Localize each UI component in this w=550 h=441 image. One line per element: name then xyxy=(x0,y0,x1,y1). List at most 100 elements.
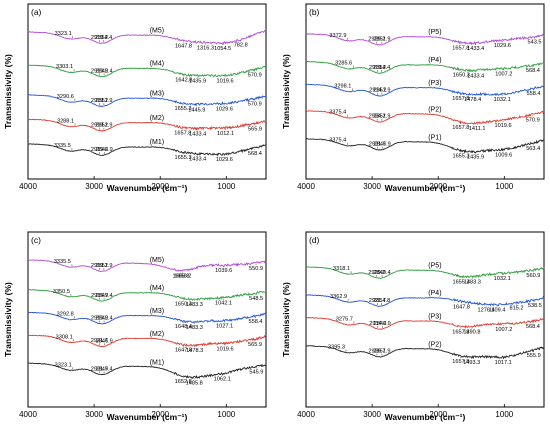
x-axis-title: Wavenumber (cm⁻¹) xyxy=(107,412,188,422)
peak-label: 2846.9 xyxy=(96,147,113,153)
peak-label: 1007.2 xyxy=(495,327,512,333)
peak-label: 1029.6 xyxy=(216,106,233,112)
peak-label: 558.4 xyxy=(527,91,541,97)
x-axis-title: Wavenumber (cm⁻¹) xyxy=(107,183,188,193)
peak-label: 3375.4 xyxy=(329,138,346,144)
panel-letter: (c) xyxy=(31,235,41,245)
peak-label: 3335.5 xyxy=(54,143,71,149)
peak-label: 1433.4 xyxy=(189,157,206,163)
peak-label: 3395.3 xyxy=(328,345,345,351)
peak-label: 2846.9 xyxy=(96,338,113,344)
series-name-label: (M5) xyxy=(150,27,164,34)
peak-label: 1007.2 xyxy=(495,71,512,77)
plot-frame xyxy=(305,231,545,408)
series-line xyxy=(305,110,545,126)
peak-label: 550.9 xyxy=(249,266,263,272)
series-name-label: (P3) xyxy=(428,313,441,320)
peak-label: 3372.9 xyxy=(329,33,346,39)
peak-label: 1483.3 xyxy=(464,280,481,286)
peak-label: 2919.2 xyxy=(91,316,108,322)
peak-label: 1642.8 xyxy=(175,77,192,83)
peak-label: 568.4 xyxy=(526,324,540,330)
series-line xyxy=(305,345,545,360)
series-line xyxy=(305,33,545,46)
y-axis-title: Transmissivity (%) xyxy=(281,54,291,129)
series-name-label: (M1) xyxy=(150,139,164,146)
peak-label: 2921.7 xyxy=(91,338,108,344)
peak-label: 3308.1 xyxy=(56,334,73,340)
series-name-label: (P1) xyxy=(428,135,441,142)
peak-label: 3288.1 xyxy=(57,118,74,124)
peak-label: 1652.8 xyxy=(175,379,192,385)
peak-label: 1685.8 xyxy=(172,273,189,279)
peak-label: 538.5 xyxy=(528,303,542,309)
peak-label: 1493.3 xyxy=(463,360,480,366)
series-name-label: (M2) xyxy=(150,331,164,338)
plot-frame xyxy=(27,3,267,180)
x-axis-title: Wavenumber (cm⁻¹) xyxy=(385,183,466,193)
x-tick-label: 2000 xyxy=(151,182,169,191)
series-line xyxy=(27,143,267,157)
series-name-label: (M3) xyxy=(150,308,164,315)
peak-label: 2851.9 xyxy=(95,98,112,104)
peak-label: 1433.4 xyxy=(467,46,484,52)
x-tick-label: 2000 xyxy=(429,410,447,419)
ftir-panel-3: (d) 4000 3000 2000 1000 Wavenumber (cm⁻¹) Tran… xyxy=(281,231,545,422)
peak-label: 2851.9 xyxy=(373,37,390,43)
peak-label: 3285.6 xyxy=(335,61,352,67)
peak-label: 2924.2 xyxy=(369,114,386,120)
peak-label: 1433.4 xyxy=(189,131,206,137)
peak-label: 2849.4 xyxy=(96,366,113,372)
peak-label: 1648.4 xyxy=(175,324,192,330)
peak-label: 2919.2 xyxy=(91,123,108,129)
peak-label: 2854.4 xyxy=(95,35,112,41)
peak-label: 548.5 xyxy=(249,296,263,302)
series-name-label: (M3) xyxy=(150,90,164,97)
peak-label: 1019.6 xyxy=(216,346,233,352)
x-tick-label: 3000 xyxy=(363,410,381,419)
series-line xyxy=(305,266,545,279)
peak-label: 1658.2 xyxy=(174,273,191,279)
peak-label: 2846.9 xyxy=(374,321,391,327)
peak-label: 568.4 xyxy=(248,151,262,157)
peak-label: 2916.7 xyxy=(91,293,108,299)
peak-label: 1276.4 xyxy=(478,308,495,314)
peak-label: 1657.8 xyxy=(452,96,469,102)
peak-label: 1647.8 xyxy=(175,348,192,354)
peak-label: 3350.5 xyxy=(53,289,70,295)
peak-label: 3298.1 xyxy=(334,83,351,89)
peak-label: 2854.4 xyxy=(373,65,390,71)
peak-label: 2846.9 xyxy=(374,142,391,148)
peak-label: 1012.1 xyxy=(217,131,234,137)
peak-label: 1316.3 xyxy=(197,46,214,52)
peak-label: 1062.1 xyxy=(214,377,231,383)
peak-label: 1039.6 xyxy=(215,268,232,274)
peak-label: 2851.9 xyxy=(95,123,112,129)
peak-label: 2851.9 xyxy=(373,114,390,120)
peak-label: 1027.1 xyxy=(216,323,233,329)
peak-label: 2921.7 xyxy=(369,298,386,304)
peak-label: 1483.3 xyxy=(186,325,203,331)
peak-label: 815.2 xyxy=(510,306,524,312)
peak-label: 558.4 xyxy=(249,319,263,325)
x-tick-label: 1000 xyxy=(217,410,235,419)
series-line xyxy=(27,289,267,302)
peak-label: 1490.8 xyxy=(463,330,480,336)
series-line xyxy=(27,64,267,78)
peak-label: 2921.7 xyxy=(91,366,108,372)
series-line xyxy=(27,259,267,273)
peak-label: 570.9 xyxy=(248,102,262,108)
peak-label: 570.9 xyxy=(526,117,540,123)
peak-label: 2849.4 xyxy=(96,68,113,74)
peak-label: 3290.6 xyxy=(57,94,74,100)
panel-letter: (a) xyxy=(31,7,42,17)
series-line xyxy=(305,138,545,154)
peak-label: 1657.8 xyxy=(452,45,469,51)
peak-label: 1478.4 xyxy=(464,97,481,103)
peak-label: 555.9 xyxy=(527,353,541,359)
peak-label: 2926.7 xyxy=(368,349,385,355)
peak-label: 2914.2 xyxy=(369,88,386,94)
peak-label: 568.4 xyxy=(526,68,540,74)
